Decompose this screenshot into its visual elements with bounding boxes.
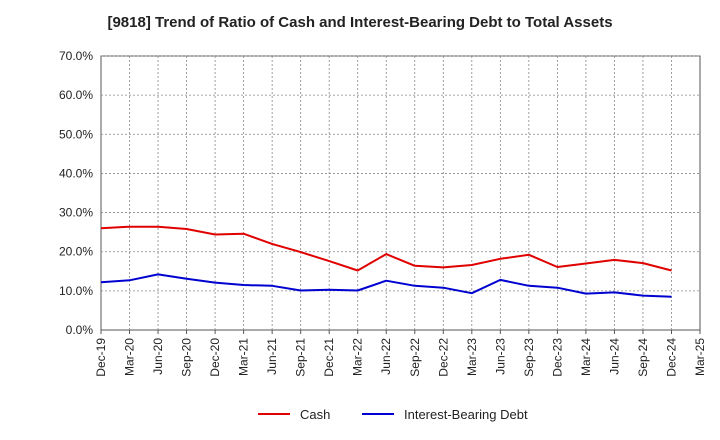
x-tick-label: Mar-22 — [351, 338, 365, 376]
x-tick-label: Mar-25 — [693, 338, 707, 376]
x-axis-ticks: Dec-19 Mar-20 Jun-20 Sep-20 Dec-20 Mar-21 Jun-… — [94, 330, 707, 377]
series-line-interest-bearing-debt — [100, 273, 672, 298]
series-line-cash — [100, 225, 672, 272]
x-tick-label: Jun-21 — [265, 338, 279, 375]
x-tick-label: Mar-20 — [123, 338, 137, 376]
x-tick-label: Sep-24 — [636, 338, 650, 377]
y-tick-label: 30.0% — [59, 206, 93, 220]
legend-label: Interest-Bearing Debt — [404, 407, 528, 422]
x-tick-label: Mar-24 — [579, 338, 593, 376]
y-tick-label: 60.0% — [59, 88, 93, 102]
x-tick-label: Dec-20 — [208, 338, 222, 377]
grid-lines — [101, 55, 700, 330]
y-tick-label: 40.0% — [59, 166, 93, 180]
legend: Cash Interest-Bearing Debt — [258, 407, 528, 422]
x-tick-label: Jun-24 — [607, 338, 621, 375]
series-lines — [100, 225, 672, 298]
y-tick-label: 50.0% — [59, 127, 93, 141]
y-tick-label: 20.0% — [59, 245, 93, 259]
chart-title: [9818] Trend of Ratio of Cash and Intere… — [107, 14, 613, 31]
x-tick-label: Dec-24 — [664, 338, 678, 377]
x-tick-label: Sep-20 — [180, 338, 194, 377]
y-tick-label: 70.0% — [59, 49, 93, 63]
y-tick-label: 10.0% — [59, 284, 93, 298]
x-tick-label: Mar-21 — [237, 338, 251, 376]
x-tick-label: Sep-21 — [294, 338, 308, 377]
x-tick-label: Mar-23 — [465, 338, 479, 376]
y-tick-label: 0.0% — [66, 323, 94, 337]
plot-area — [100, 55, 701, 331]
x-tick-label: Dec-22 — [436, 338, 450, 377]
x-tick-label: Jun-23 — [493, 338, 507, 375]
x-tick-label: Sep-22 — [408, 338, 422, 377]
x-tick-label: Dec-21 — [322, 338, 336, 377]
y-axis-ticks: 0.0% 10.0% 20.0% 30.0% 40.0% 50.0% 60.0% 70.0% — [59, 49, 93, 337]
x-tick-label: Sep-23 — [522, 338, 536, 377]
legend-label: Cash — [300, 407, 330, 422]
x-tick-label: Jun-20 — [151, 338, 165, 375]
x-tick-label: Dec-23 — [550, 338, 564, 377]
x-tick-label: Dec-19 — [94, 338, 108, 377]
x-tick-label: Jun-22 — [379, 338, 393, 375]
